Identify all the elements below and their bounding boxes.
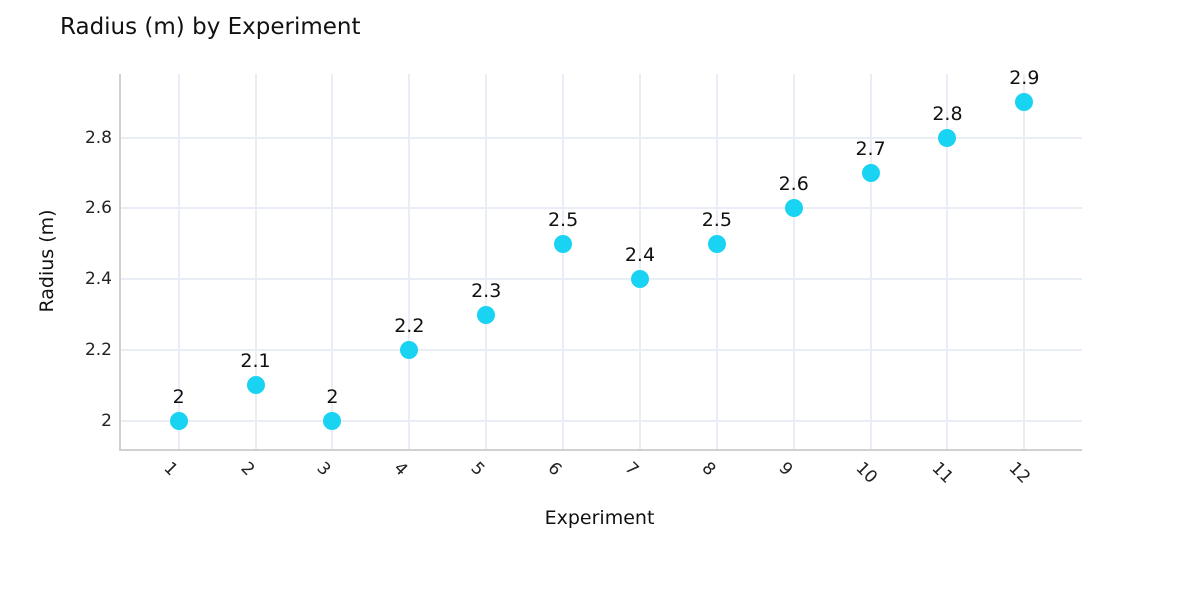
data-point xyxy=(784,199,803,218)
x-gridline xyxy=(638,74,641,449)
x-tick-label: 7 xyxy=(620,458,643,481)
y-gridline xyxy=(121,278,1082,281)
data-point-label: 2.7 xyxy=(855,138,886,161)
data-point-label: 2.4 xyxy=(624,244,656,267)
x-gridline xyxy=(254,74,257,449)
x-gridline xyxy=(485,74,488,449)
data-point xyxy=(707,234,726,253)
y-tick-label: 2.2 xyxy=(84,339,112,360)
data-point-label: 2 xyxy=(326,385,339,408)
x-gridline xyxy=(946,74,949,449)
data-point xyxy=(169,411,188,430)
x-tick-label: 5 xyxy=(466,458,489,481)
x-tick-label: 12 xyxy=(1004,458,1035,488)
x-gridline xyxy=(177,74,180,449)
y-tick-label: 2.8 xyxy=(84,127,112,148)
x-tick-label: 4 xyxy=(389,458,412,481)
data-point xyxy=(938,128,957,147)
x-tick-label: 11 xyxy=(928,458,958,488)
data-point-label: 2.5 xyxy=(547,208,579,231)
data-point xyxy=(400,340,419,359)
x-gridline xyxy=(1023,74,1026,449)
data-point xyxy=(861,164,880,183)
y-tick-label: 2.4 xyxy=(84,269,112,290)
data-point-label: 2.1 xyxy=(240,350,271,373)
plot-area: 2 2.1 2 2.2 2.3 2.5 2.4 2.5 2.6 2.7 2.8 2.9 xyxy=(119,67,1082,451)
y-tick-label: 2.6 xyxy=(84,198,112,219)
data-point xyxy=(323,411,342,430)
x-gridline xyxy=(792,74,795,449)
x-gridline xyxy=(869,74,872,449)
y-gridline xyxy=(121,348,1082,351)
data-point xyxy=(477,305,496,324)
y-tick-label: 2 xyxy=(101,410,112,431)
chart-title: Radius (m) by Experiment xyxy=(60,14,361,40)
x-tick-label: 8 xyxy=(697,458,720,481)
x-tick-label: 9 xyxy=(774,458,797,481)
x-tick-label: 3 xyxy=(312,458,335,481)
x-axis-title: Experiment xyxy=(544,507,655,529)
data-point-label: 2.5 xyxy=(701,208,732,231)
data-point xyxy=(246,376,265,395)
data-point-label: 2.8 xyxy=(932,102,963,125)
x-tick-label: 2 xyxy=(236,458,258,481)
x-gridline xyxy=(715,74,718,449)
data-point-label: 2.2 xyxy=(394,314,425,337)
data-point xyxy=(630,270,649,289)
y-gridline xyxy=(121,419,1082,422)
y-gridline xyxy=(121,207,1082,210)
x-tick-label: 6 xyxy=(543,458,566,481)
data-point xyxy=(1015,93,1034,112)
data-point-label: 2.3 xyxy=(471,279,502,302)
data-point-label: 2.6 xyxy=(778,173,809,196)
data-point-label: 2 xyxy=(172,385,185,408)
x-tick-label: 10 xyxy=(851,458,881,488)
x-gridline xyxy=(408,74,411,449)
x-gridline xyxy=(331,74,334,449)
y-gridline xyxy=(121,136,1082,139)
data-point xyxy=(554,234,573,253)
data-point-label: 2.9 xyxy=(1009,67,1040,90)
x-gridline xyxy=(562,74,565,449)
x-tick-label: 1 xyxy=(159,458,182,481)
